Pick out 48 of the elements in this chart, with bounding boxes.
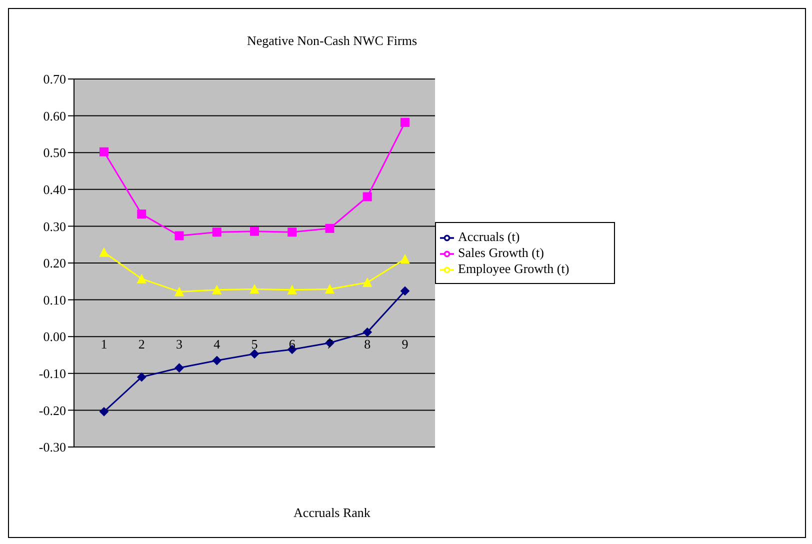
x-axis-title: Accruals Rank <box>292 505 372 521</box>
point <box>100 407 108 416</box>
legend-label: Accruals (t) <box>458 228 520 244</box>
y-tick-label: -0.10 <box>38 366 66 382</box>
point <box>137 372 146 382</box>
x-tick-label: 5 <box>251 336 258 352</box>
y-tick-label: 0.60 <box>43 108 66 124</box>
y-tick-label: 0.10 <box>43 292 66 308</box>
point <box>212 356 222 366</box>
x-tick-label: 1 <box>100 336 108 352</box>
y-tick-label: -0.20 <box>38 402 66 418</box>
point <box>288 228 297 237</box>
point <box>100 147 108 156</box>
point <box>250 349 259 358</box>
point <box>174 363 184 372</box>
point <box>137 210 146 219</box>
point <box>250 226 259 236</box>
point <box>362 278 372 288</box>
y-tick-label: 0.00 <box>43 329 66 344</box>
y-tick-label: 0.50 <box>43 145 66 160</box>
x-tick-label: 3 <box>176 336 182 352</box>
point <box>362 192 372 202</box>
point <box>250 284 259 294</box>
point <box>400 254 410 264</box>
point <box>212 285 222 294</box>
point <box>288 285 297 294</box>
point <box>362 328 372 337</box>
point <box>325 224 334 233</box>
x-tick-label: 2 <box>138 336 145 352</box>
chart-title: Negative Non-Cash NWC Firms <box>246 33 418 49</box>
y-tick-label: 0.40 <box>43 182 66 198</box>
point <box>400 286 410 296</box>
y-tick-label: -0.30 <box>38 440 66 455</box>
x-tick-label: 9 <box>402 336 408 352</box>
y-tick-label: 0.30 <box>43 218 66 234</box>
y-tick-label: 0.70 <box>43 72 66 87</box>
point <box>325 284 334 294</box>
point <box>100 248 108 257</box>
legend-label: Employee Growth (t) <box>458 261 570 276</box>
y-tick-label: 0.20 <box>43 256 66 271</box>
point <box>400 118 410 127</box>
x-tick-label: 4 <box>214 336 221 352</box>
point <box>174 287 184 296</box>
point <box>212 228 222 237</box>
point <box>137 274 146 284</box>
point <box>174 231 184 240</box>
x-tick-label: 8 <box>364 336 371 352</box>
legend-label: Sales Growth (t) <box>458 244 544 260</box>
